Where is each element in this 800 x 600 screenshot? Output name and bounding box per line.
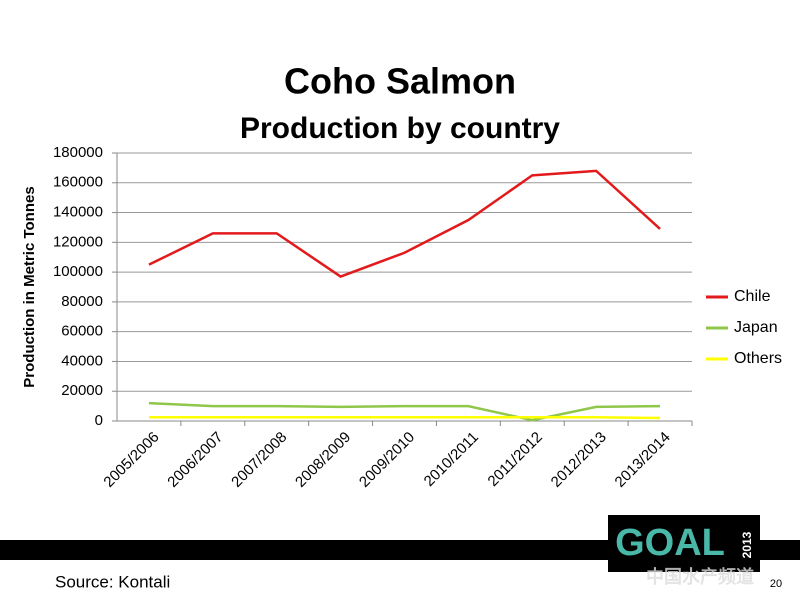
series-line — [148, 401, 661, 422]
x-tick-label: 2011/2012 — [485, 429, 546, 490]
y-tick-label: 0 — [95, 412, 103, 429]
y-tick-label: 60000 — [61, 323, 103, 340]
y-tick-label: 80000 — [61, 293, 103, 310]
chart-title: Coho Salmon — [284, 61, 516, 102]
y-tick-label: 120000 — [53, 233, 103, 250]
y-tick-label: 20000 — [61, 382, 103, 399]
legend-label: Japan — [734, 319, 778, 336]
logo-text: GOAL — [615, 522, 725, 564]
x-tick-label: 2007/2008 — [228, 429, 290, 491]
x-tick-label: 2013/2014 — [612, 429, 674, 491]
footer-bar — [0, 540, 800, 560]
y-tick-label: 180000 — [53, 144, 103, 161]
x-tick-label: 2010/2011 — [421, 429, 482, 490]
chart-subtitle: Production by country — [240, 112, 560, 145]
x-tick-label: 2006/2007 — [164, 429, 226, 491]
x-tick-label: 2008/2009 — [292, 429, 354, 491]
y-tick-label: 40000 — [61, 352, 103, 369]
legend-label: Others — [734, 350, 782, 367]
x-tick-label: 2005/2006 — [100, 429, 162, 491]
y-tick-label: 140000 — [53, 204, 103, 221]
logo-year: 2013 — [740, 531, 754, 558]
y-axis-label: Production in Metric Tonnes — [21, 186, 38, 387]
logo-box — [608, 515, 760, 572]
y-tick-label: 160000 — [53, 174, 103, 191]
page-number: 20 — [770, 578, 782, 590]
x-tick-label: 2009/2010 — [356, 429, 418, 491]
watermark: 中国水产频道 — [646, 566, 754, 587]
legend-label: Chile — [734, 288, 771, 305]
series-line — [148, 416, 661, 420]
x-tick-label: 2012/2013 — [548, 429, 610, 491]
source: Source: Kontali — [55, 572, 170, 591]
series-line — [148, 169, 661, 278]
y-tick-label: 100000 — [53, 263, 103, 280]
